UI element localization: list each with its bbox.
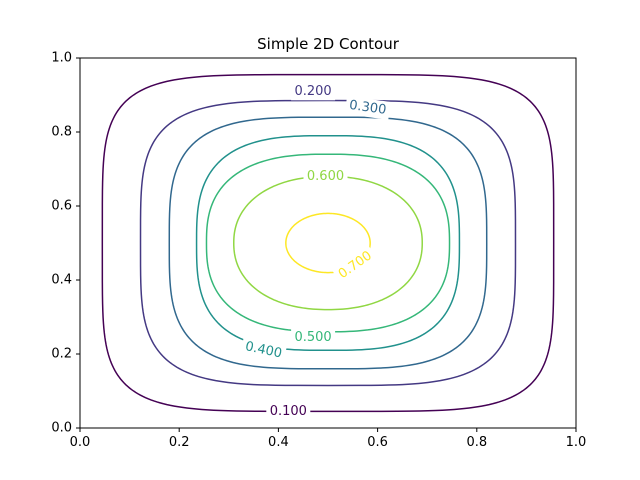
contour-label-background xyxy=(240,336,287,364)
y-tick-label: 0.4 xyxy=(51,273,72,288)
contour-label-group-0.600: 0.600 xyxy=(303,167,348,186)
chart-title: Simple 2D Contour xyxy=(257,35,400,53)
y-tick-label: 0.6 xyxy=(51,199,72,214)
x-tick-label: 0.4 xyxy=(268,435,289,450)
contour-label-0.300: 0.300 xyxy=(348,98,387,118)
contour-labels: 0.100 0.200 0.300 0.400 0.500 0.600 0.700 xyxy=(240,82,391,421)
x-tick-label: 1.0 xyxy=(566,435,587,450)
contour-label-0.500: 0.500 xyxy=(294,330,331,345)
x-tick-label: 0.2 xyxy=(169,435,190,450)
x-axis: 0.0 0.2 0.4 0.6 0.8 1.0 xyxy=(70,428,587,450)
contour-label-0.100: 0.100 xyxy=(270,404,307,419)
contour-label-group-0.200: 0.200 xyxy=(291,82,336,101)
x-tick-label: 0.8 xyxy=(466,435,487,450)
plot-area-frame xyxy=(79,57,577,429)
contour-label-0.200: 0.200 xyxy=(294,84,331,99)
contour-lines xyxy=(101,73,555,413)
y-tick-label: 0.8 xyxy=(51,125,72,140)
contour-line-0.400 xyxy=(195,134,461,352)
y-tick-label: 1.0 xyxy=(51,51,72,66)
x-tick-label: 0.0 xyxy=(70,435,91,450)
x-tick-label: 0.6 xyxy=(367,435,388,450)
contour-label-background xyxy=(266,402,311,421)
contour-label-group-0.700: 0.700 xyxy=(332,245,379,286)
y-tick-label: 0.0 xyxy=(51,421,72,436)
contour-label-background xyxy=(344,95,391,120)
contour-line-0.500 xyxy=(205,153,451,333)
y-axis: 0.0 0.2 0.4 0.6 0.8 1.0 xyxy=(51,51,80,436)
contour-label-group-0.100: 0.100 xyxy=(266,402,311,421)
y-tick-label: 0.2 xyxy=(51,347,72,362)
contour-line-0.300 xyxy=(168,116,488,370)
contour-label-background xyxy=(291,328,336,347)
contour-line-0.100 xyxy=(101,73,555,413)
contour-label-background xyxy=(332,245,379,286)
contour-label-background xyxy=(303,167,348,186)
contour-label-group-0.300: 0.300 xyxy=(344,95,391,120)
contour-line-0.600 xyxy=(233,175,423,311)
contour-label-background xyxy=(291,82,336,101)
contour-label-group-0.500: 0.500 xyxy=(291,328,336,347)
contour-label-0.600: 0.600 xyxy=(307,169,344,184)
contour-label-group-0.400: 0.400 xyxy=(240,336,287,364)
contour-line-0.200 xyxy=(139,99,517,387)
